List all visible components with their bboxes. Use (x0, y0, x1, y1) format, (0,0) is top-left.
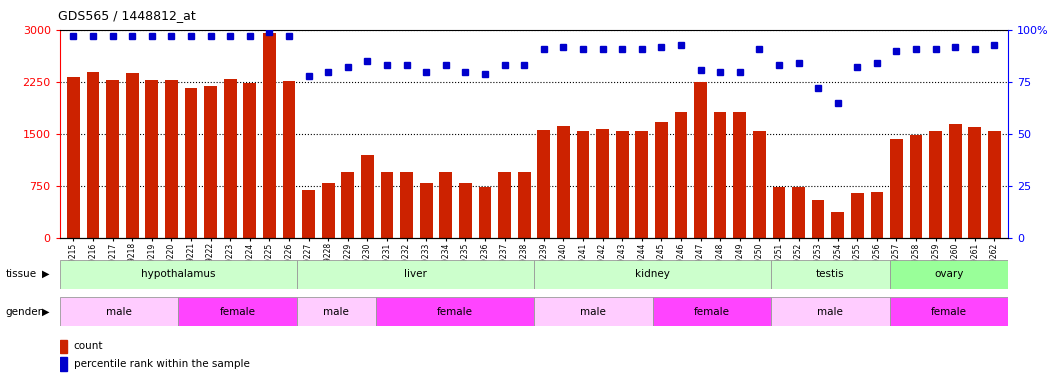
Text: GDS565 / 1448812_at: GDS565 / 1448812_at (58, 9, 196, 22)
Bar (302, 190, 315, 238)
Bar (60, 357, 67, 371)
Text: liver: liver (403, 269, 427, 279)
Bar (616, 131, 629, 238)
Text: ovary: ovary (934, 269, 963, 279)
Bar (297, 260, 533, 289)
Bar (792, 188, 805, 238)
Bar (283, 81, 296, 238)
Bar (576, 131, 589, 238)
Bar (988, 131, 1001, 238)
Bar (831, 212, 844, 238)
Bar (675, 112, 687, 238)
Bar (653, 297, 771, 326)
Text: female: female (437, 307, 473, 316)
Bar (694, 82, 707, 238)
Bar (635, 131, 648, 238)
Bar (890, 260, 1008, 289)
Bar (871, 192, 883, 238)
Bar (60, 297, 178, 326)
Text: male: male (817, 307, 844, 316)
Bar (126, 73, 138, 238)
Bar (60, 340, 67, 353)
Text: female: female (220, 307, 256, 316)
Bar (376, 297, 533, 326)
Text: male: male (106, 307, 132, 316)
Bar (178, 297, 297, 326)
Bar (890, 297, 1008, 326)
Bar (851, 193, 864, 238)
Bar (439, 171, 452, 238)
Text: male: male (324, 307, 349, 316)
Bar (146, 80, 158, 238)
Bar (538, 130, 550, 238)
Bar (263, 33, 276, 238)
Bar (498, 171, 511, 238)
Text: percentile rank within the sample: percentile rank within the sample (73, 359, 249, 369)
Text: testis: testis (816, 269, 845, 279)
Bar (596, 129, 609, 238)
Bar (772, 188, 785, 238)
Bar (420, 183, 433, 238)
Bar (204, 86, 217, 238)
Bar (556, 126, 570, 238)
Bar (734, 112, 746, 238)
Bar (771, 297, 890, 326)
Text: ▶: ▶ (42, 307, 50, 316)
Bar (948, 124, 962, 238)
Bar (910, 135, 922, 238)
Bar (812, 200, 825, 238)
Bar (655, 122, 668, 238)
Bar (752, 131, 766, 238)
Bar (533, 260, 771, 289)
Bar (890, 139, 902, 238)
Bar (400, 172, 413, 238)
Bar (380, 172, 393, 238)
Text: hypothalamus: hypothalamus (141, 269, 216, 279)
Bar (771, 260, 890, 289)
Bar (533, 297, 653, 326)
Bar (714, 112, 726, 238)
Bar (297, 297, 376, 326)
Text: female: female (931, 307, 967, 316)
Bar (930, 131, 942, 238)
Bar (479, 187, 492, 238)
Bar (322, 183, 334, 238)
Bar (106, 80, 119, 238)
Bar (184, 88, 197, 238)
Text: gender: gender (5, 307, 42, 316)
Bar (60, 260, 297, 289)
Text: male: male (581, 307, 606, 316)
Text: ▶: ▶ (42, 269, 50, 279)
Text: tissue: tissue (5, 269, 37, 279)
Bar (459, 183, 472, 238)
Bar (518, 172, 530, 238)
Bar (968, 127, 981, 238)
Text: kidney: kidney (635, 269, 670, 279)
Bar (342, 172, 354, 238)
Bar (224, 79, 237, 238)
Bar (67, 77, 80, 238)
Bar (361, 155, 374, 238)
Bar (243, 83, 256, 238)
Text: count: count (73, 341, 103, 351)
Text: female: female (694, 307, 729, 316)
Bar (166, 80, 178, 238)
Bar (87, 72, 100, 238)
